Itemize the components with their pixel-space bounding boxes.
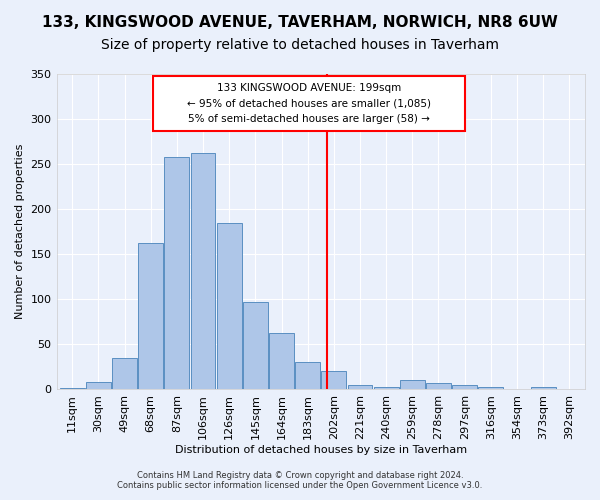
Text: Contains HM Land Registry data © Crown copyright and database right 2024.
Contai: Contains HM Land Registry data © Crown c… <box>118 470 482 490</box>
Text: 133 KINGSWOOD AVENUE: 199sqm
← 95% of detached houses are smaller (1,085)
5% of : 133 KINGSWOOD AVENUE: 199sqm ← 95% of de… <box>187 82 431 124</box>
Bar <box>191 154 215 390</box>
Bar <box>374 387 398 390</box>
Bar <box>322 370 346 390</box>
Bar <box>243 302 268 390</box>
Bar <box>86 382 111 390</box>
Text: Size of property relative to detached houses in Taverham: Size of property relative to detached ho… <box>101 38 499 52</box>
Bar <box>138 242 163 390</box>
FancyBboxPatch shape <box>154 76 464 131</box>
Bar <box>478 387 503 390</box>
X-axis label: Distribution of detached houses by size in Taverham: Distribution of detached houses by size … <box>175 445 467 455</box>
Bar <box>531 387 556 390</box>
Bar <box>217 222 242 390</box>
Text: 133, KINGSWOOD AVENUE, TAVERHAM, NORWICH, NR8 6UW: 133, KINGSWOOD AVENUE, TAVERHAM, NORWICH… <box>42 15 558 30</box>
Bar <box>426 383 451 390</box>
Y-axis label: Number of detached properties: Number of detached properties <box>15 144 25 320</box>
Bar <box>60 388 85 390</box>
Bar <box>452 385 477 390</box>
Bar <box>347 385 373 390</box>
Bar <box>112 358 137 390</box>
Bar <box>269 332 294 390</box>
Bar <box>295 362 320 390</box>
Bar <box>400 380 425 390</box>
Bar <box>164 157 190 390</box>
